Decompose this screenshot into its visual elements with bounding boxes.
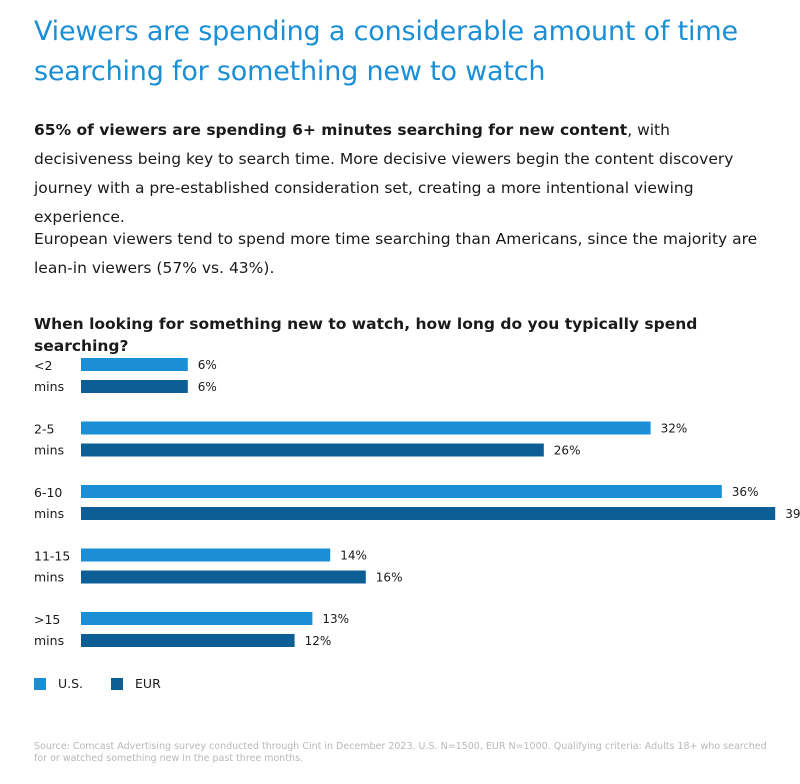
chart-legend: U.S. EUR (34, 676, 189, 691)
headline: Viewers are spending a considerable amou… (34, 16, 738, 87)
category-label: mins (34, 570, 64, 585)
bar-eur (81, 443, 544, 457)
bar-us (81, 421, 651, 435)
data-label: 16% (376, 571, 403, 585)
data-label: 13% (322, 612, 349, 626)
data-label: 26% (554, 444, 581, 458)
category-label: 6-10 (34, 485, 62, 500)
intro-paragraph: 65% of viewers are spending 6+ minutes s… (34, 116, 764, 232)
data-label: 36% (732, 485, 759, 499)
bar-us (81, 358, 188, 371)
legend-label-us: U.S. (58, 676, 84, 691)
intro-bold-text: 65% of viewers are spending 6+ minutes s… (34, 121, 628, 139)
intro-rest-text: , with decisiveness being key to search … (34, 121, 734, 226)
legend-label-eur: EUR (135, 676, 161, 691)
europe-paragraph: European viewers tend to spend more time… (34, 230, 758, 277)
bar-chart: <2 mins 6% 6% 2-5 mins 32% 26% 6-10 mins 36% 39% 11-… (34, 358, 800, 648)
category-label: mins (34, 443, 64, 458)
source-note: Source: Comcast Advertising survey condu… (34, 741, 767, 764)
data-label: 32% (661, 422, 688, 436)
category-label: <2 (34, 358, 52, 373)
bar-eur (81, 570, 366, 584)
category-label: >15 (34, 612, 60, 627)
category-label: mins (34, 379, 64, 394)
bar-eur (81, 380, 188, 393)
legend-item-us: U.S. (34, 676, 83, 691)
bar-us (81, 485, 722, 498)
category-label: mins (34, 506, 64, 521)
category-label: mins (34, 633, 64, 648)
legend-item-eur: EUR (111, 676, 161, 691)
legend-swatch-us (34, 677, 46, 690)
legend-swatch-eur (111, 677, 124, 690)
data-label: 6% (198, 380, 217, 394)
bar-eur (81, 634, 295, 647)
category-label: 11-15 (34, 549, 70, 564)
bar-eur (81, 507, 776, 520)
bar-us (81, 612, 313, 625)
bar-us (81, 548, 331, 562)
category-label: 2-5 (34, 422, 54, 437)
chart-title: When looking for something new to watch,… (34, 315, 698, 355)
data-label: 12% (305, 634, 332, 648)
data-label: 14% (340, 549, 367, 563)
data-label: 39% (785, 507, 800, 521)
data-label: 6% (198, 358, 217, 372)
